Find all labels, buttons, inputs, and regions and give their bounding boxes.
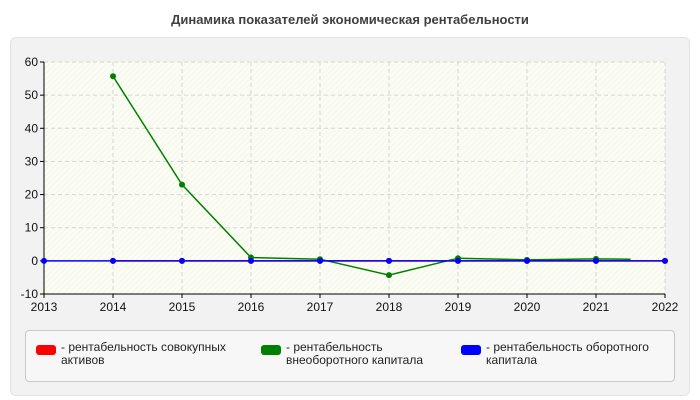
x-tick-label: 2016	[238, 300, 265, 314]
y-tick-label: 10	[25, 221, 39, 235]
y-tick-label: 20	[25, 188, 39, 202]
x-tick-label: 2019	[445, 300, 472, 314]
series-point-2	[524, 257, 530, 264]
legend-swatch	[261, 345, 281, 355]
legend-label: - рентабельность внеоборотного капитала	[286, 340, 423, 367]
series-point-2	[179, 257, 185, 264]
legend: - рентабельность совокупных активов - ре…	[25, 330, 675, 382]
legend-swatch	[461, 345, 481, 355]
x-tick-label: 2017	[307, 300, 334, 314]
series-point-2	[662, 257, 668, 264]
series-point-1	[179, 181, 185, 188]
y-tick-label: 40	[25, 121, 39, 135]
x-tick-label: 2013	[31, 300, 58, 314]
x-tick-label: 2022	[652, 300, 679, 314]
x-tick-label: 2014	[100, 300, 127, 314]
plot-background	[44, 62, 665, 294]
series-point-2	[41, 257, 47, 264]
series-point-1	[386, 272, 392, 279]
legend-label: - рентабельность оборотного капитала	[486, 340, 649, 367]
legend-swatch	[36, 345, 56, 355]
y-tick-label: -10	[21, 287, 39, 301]
series-point-2	[455, 257, 461, 264]
series-point-2	[593, 257, 599, 264]
y-tick-label: 0	[31, 254, 38, 268]
y-tick-label: 30	[25, 154, 39, 168]
series-point-2	[386, 257, 392, 264]
chart-title: Динамика показателей экономическая рента…	[171, 12, 529, 27]
series-point-2	[110, 257, 116, 264]
y-tick-label: 50	[25, 88, 39, 102]
y-tick-label: 60	[25, 55, 39, 69]
series-point-2	[248, 257, 254, 264]
x-tick-label: 2021	[583, 300, 610, 314]
x-tick-label: 2018	[376, 300, 403, 314]
series-point-2	[317, 257, 323, 264]
x-tick-label: 2015	[169, 300, 196, 314]
legend-label: - рентабельность совокупных активов	[61, 340, 226, 367]
series-point-1	[110, 73, 116, 80]
x-tick-label: 2020	[514, 300, 541, 314]
